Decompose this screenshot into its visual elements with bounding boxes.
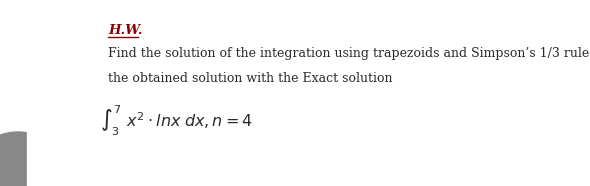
Polygon shape (0, 132, 26, 186)
Text: H.W.: H.W. (108, 24, 143, 37)
Text: Find the solution of the integration using trapezoids and Simpson’s 1/3 rule and: Find the solution of the integration usi… (108, 47, 590, 60)
Text: the obtained solution with the Exact solution: the obtained solution with the Exact sol… (108, 72, 392, 85)
Text: $\int_3^7$ $x^2 \cdot lnx\; dx$$,n = 4$: $\int_3^7$ $x^2 \cdot lnx\; dx$$,n = 4$ (100, 104, 253, 138)
